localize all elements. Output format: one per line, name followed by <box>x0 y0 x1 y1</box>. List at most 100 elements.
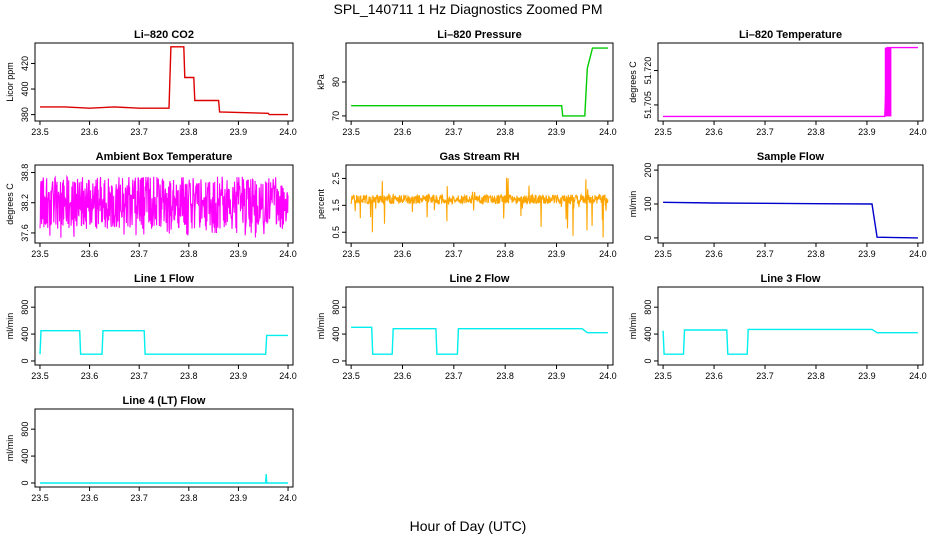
panel-title: Line 4 (LT) Flow <box>123 395 206 407</box>
panel-title: Ambient Box Temperature <box>96 151 233 163</box>
panel-title: Line 2 Flow <box>450 273 510 285</box>
panel-title: Li–820 CO2 <box>134 29 194 41</box>
y-tick-label: 2.5 <box>331 172 341 185</box>
y-tick-label: 0 <box>20 480 30 485</box>
plot-frame <box>34 42 294 122</box>
x-tick-label: 23.5 <box>342 249 360 259</box>
series-line <box>40 46 288 116</box>
y-tick-label: 400 <box>331 327 341 342</box>
x-tick-label: 23.6 <box>705 249 723 259</box>
y-axis-label: percent <box>316 188 326 219</box>
y-axis-label: ml/min <box>628 313 638 340</box>
y-axis-label: ml/min <box>5 313 15 340</box>
plot-frame <box>34 164 294 244</box>
x-tick-label: 23.6 <box>394 371 412 381</box>
x-tick-label: 23.6 <box>705 371 723 381</box>
x-tick-label: 23.9 <box>548 127 566 137</box>
x-tick-label: 23.9 <box>858 249 876 259</box>
main-title: SPL_140711 1 Hz Diagnostics Zoomed PM <box>333 1 603 17</box>
x-tick-label: 23.8 <box>807 127 825 137</box>
x-tick-label: 23.6 <box>81 249 99 259</box>
y-axis-label: ml/min <box>316 313 326 340</box>
y-tick-label: 200 <box>643 163 653 178</box>
panel-9: Line 3 Flow 23.5 23.6 23.7 23.8 23.9 24.0 0 400 8… <box>628 273 927 381</box>
x-tick-label: 23.8 <box>180 127 198 137</box>
x-tick-label: 23.9 <box>858 371 876 381</box>
panel-title: Line 3 Flow <box>761 273 821 285</box>
y-tick-label: 70 <box>331 111 341 121</box>
x-tick-label: 23.5 <box>654 127 672 137</box>
x-tick-label: 23.9 <box>548 371 566 381</box>
y-tick-label: 420 <box>20 56 30 71</box>
y-tick-label: 37.6 <box>20 224 30 242</box>
y-tick-label: 0 <box>643 358 653 363</box>
series-line <box>351 326 608 355</box>
x-tick-label: 23.5 <box>31 371 49 381</box>
x-tick-label: 24.0 <box>279 127 297 137</box>
x-tick-label: 23.8 <box>496 371 514 381</box>
panel-2: Li–820 Pressure 23.5 23.6 23.7 23.8 23.9 24.0 7… <box>316 29 617 137</box>
series-line <box>39 174 289 238</box>
x-tick-label: 23.8 <box>807 249 825 259</box>
panel-title: Li–820 Temperature <box>739 29 842 41</box>
series-line <box>663 201 918 239</box>
x-tick-label: 23.9 <box>230 127 248 137</box>
x-tick-label: 24.0 <box>279 249 297 259</box>
y-tick-label: 800 <box>643 300 653 315</box>
x-tick-label: 23.5 <box>654 371 672 381</box>
x-tick-label: 23.7 <box>130 127 148 137</box>
x-tick-label: 23.6 <box>394 127 412 137</box>
x-tick-label: 23.5 <box>31 493 49 503</box>
x-tick-label: 24.0 <box>279 371 297 381</box>
x-tick-label: 23.5 <box>31 249 49 259</box>
y-tick-label: 400 <box>20 327 30 342</box>
y-tick-label: 38.8 <box>20 164 30 182</box>
x-tick-label: 23.7 <box>756 127 774 137</box>
x-tick-label: 23.6 <box>81 493 99 503</box>
y-tick-label: 0 <box>20 358 30 363</box>
x-tick-label: 23.9 <box>230 371 248 381</box>
panel-8: Line 2 Flow 23.5 23.6 23.7 23.8 23.9 24.0 0 400 8… <box>316 273 617 381</box>
y-tick-label: 400 <box>643 327 653 342</box>
x-tick-label: 23.9 <box>230 249 248 259</box>
y-tick-label: 800 <box>20 422 30 437</box>
panel-3: Li–820 Temperature 23.5 23.6 23.7 23.8 23.9 24… <box>628 29 927 137</box>
x-tick-label: 24.0 <box>599 371 617 381</box>
x-tick-label: 23.7 <box>445 371 463 381</box>
series-line <box>40 474 288 484</box>
y-axis-label: ml/min <box>5 435 15 462</box>
y-axis-label: degrees C <box>628 61 638 103</box>
y-tick-label: 0.5 <box>331 226 341 239</box>
plot-frame <box>34 286 294 366</box>
y-tick-label: 400 <box>20 449 30 464</box>
y-axis-label: kPa <box>316 74 326 90</box>
series-line <box>662 328 918 355</box>
x-tick-label: 23.7 <box>445 249 463 259</box>
x-tick-label: 23.7 <box>756 371 774 381</box>
x-tick-label: 23.5 <box>31 127 49 137</box>
series-band <box>884 47 892 117</box>
x-tick-label: 23.9 <box>548 249 566 259</box>
y-tick-label: 38.2 <box>20 194 30 212</box>
y-tick-label: 380 <box>20 107 30 122</box>
y-tick-label: 51.705 <box>643 91 653 119</box>
x-tick-label: 24.0 <box>909 371 927 381</box>
x-tick-label: 24.0 <box>279 493 297 503</box>
x-tick-label: 23.7 <box>445 127 463 137</box>
x-tick-label: 23.9 <box>858 127 876 137</box>
series-line <box>350 177 609 238</box>
plot-frame <box>345 164 614 244</box>
x-tick-label: 24.0 <box>909 249 927 259</box>
x-tick-label: 23.6 <box>394 249 412 259</box>
panel-title: Sample Flow <box>757 151 825 163</box>
x-tick-label: 23.5 <box>654 249 672 259</box>
y-axis-label: Licor ppm <box>5 62 15 102</box>
x-tick-label: 23.7 <box>130 371 148 381</box>
x-tick-label: 23.8 <box>180 493 198 503</box>
x-tick-label: 23.7 <box>130 249 148 259</box>
y-tick-label: 800 <box>331 300 341 315</box>
x-tick-label: 23.6 <box>81 127 99 137</box>
plot-frame <box>34 408 294 488</box>
panel-6: Sample Flow 23.5 23.6 23.7 23.8 23.9 24.0 0 100 2… <box>628 151 927 259</box>
